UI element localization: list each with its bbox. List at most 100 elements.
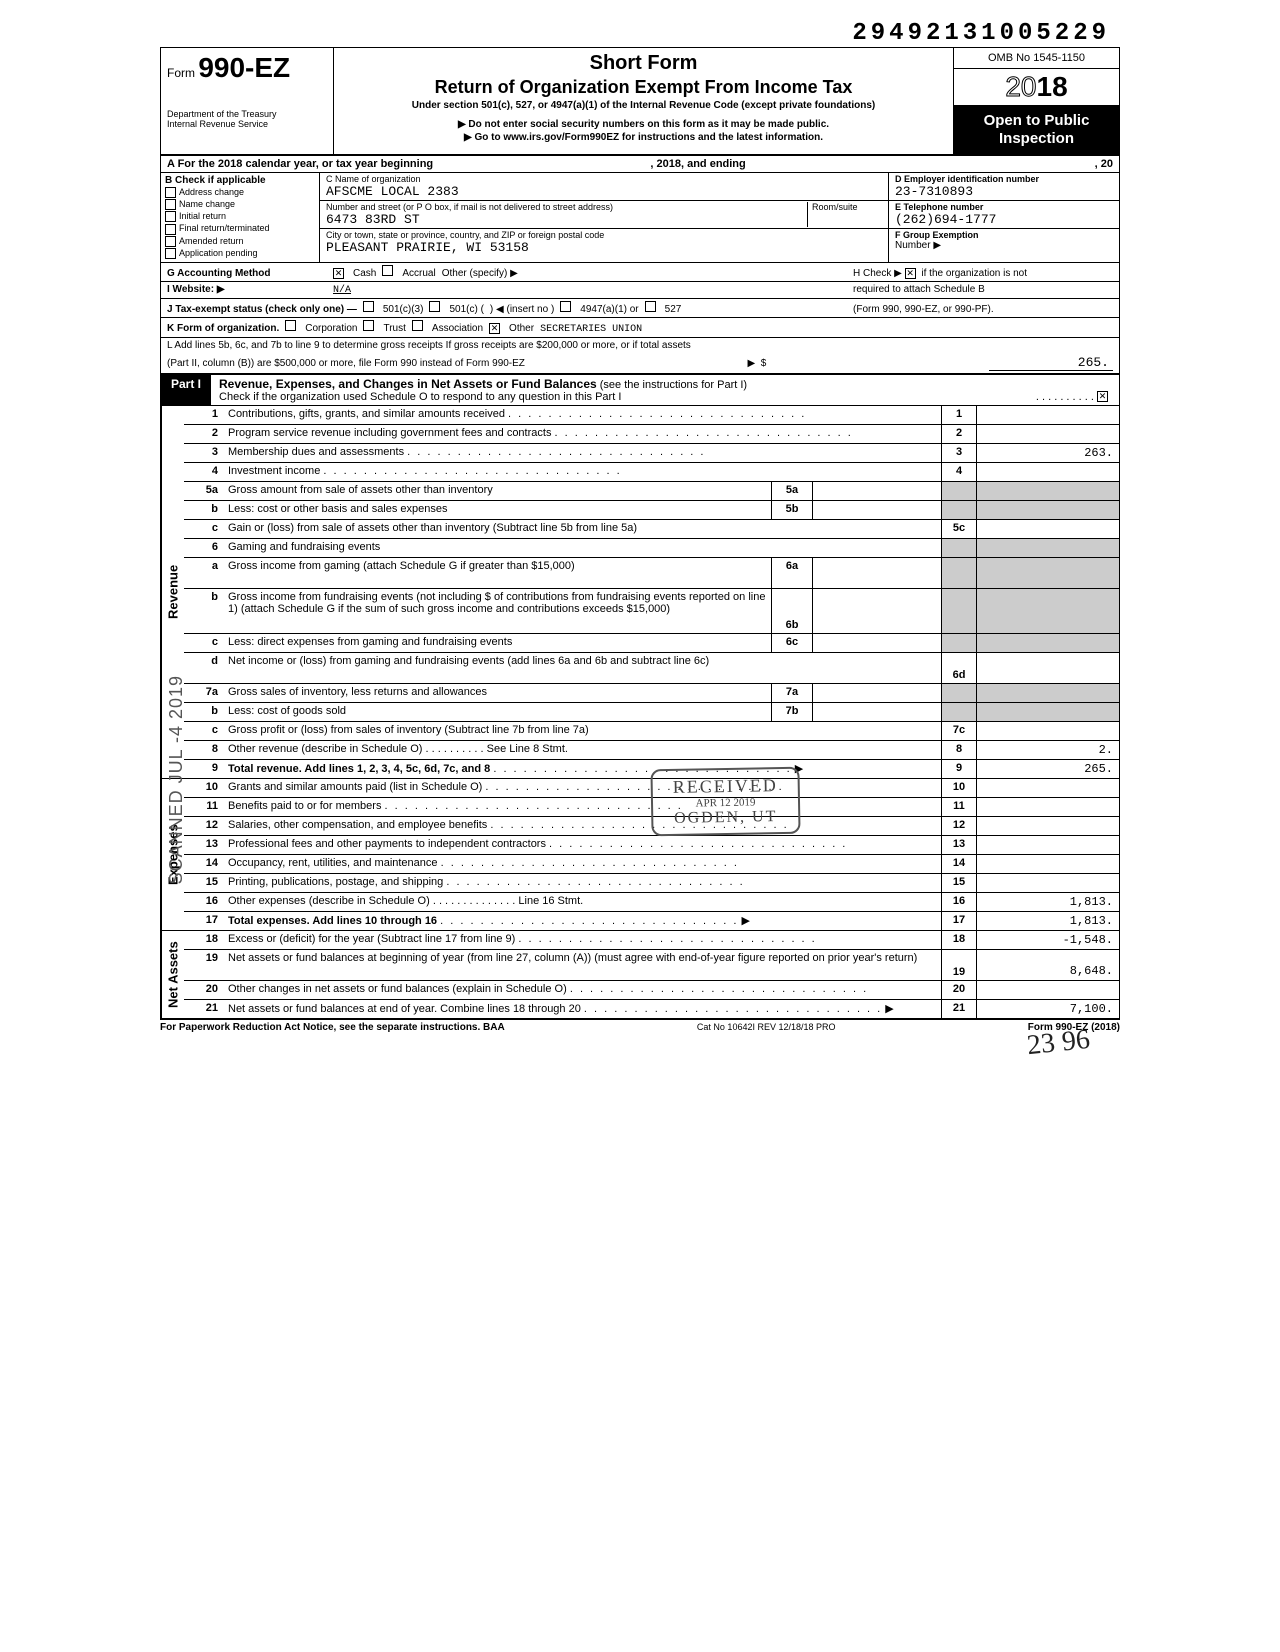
chk-part-i-sched-o[interactable] xyxy=(1097,391,1108,402)
chk-k3[interactable] xyxy=(412,320,423,331)
amt-11 xyxy=(976,798,1119,816)
open-public-2: Inspection xyxy=(956,130,1117,148)
chk-k4[interactable] xyxy=(489,323,500,334)
opt-address: Address change xyxy=(179,187,244,197)
num-6c: c xyxy=(184,634,224,652)
chk-accrual[interactable] xyxy=(382,265,393,276)
rnum-7c: 7c xyxy=(941,722,976,740)
num-12: 12 xyxy=(184,817,224,835)
chk-k1[interactable] xyxy=(285,320,296,331)
opt-name: Name change xyxy=(179,199,235,209)
num-5c: c xyxy=(184,520,224,538)
mid-6a: 6a xyxy=(771,558,812,588)
instruction-2: ▶ Go to www.irs.gov/Form990EZ for instru… xyxy=(340,132,947,143)
rnum-20: 20 xyxy=(941,981,976,999)
desc-6: Gaming and fundraising events xyxy=(228,541,380,553)
num-8: 8 xyxy=(184,741,224,759)
b-label: B Check if applicable xyxy=(165,175,315,186)
num-10: 10 xyxy=(184,779,224,797)
opt-amended: Amended return xyxy=(179,236,244,246)
rnum-1: 1 xyxy=(941,406,976,424)
num-6b: b xyxy=(184,589,224,633)
part-i-tag: Part I xyxy=(161,375,211,405)
rnum-18: 18 xyxy=(941,931,976,949)
c-city: PLEASANT PRAIRIE, WI 53158 xyxy=(326,240,529,255)
chk-initial[interactable] xyxy=(165,211,176,222)
footer-left: For Paperwork Reduction Act Notice, see … xyxy=(160,1022,505,1033)
desc-21: Net assets or fund balances at end of ye… xyxy=(228,1003,581,1015)
amt-5c xyxy=(976,520,1119,538)
desc-10: Grants and similar amounts paid (list in… xyxy=(228,781,482,793)
e-val: (262)694-1777 xyxy=(895,212,996,227)
chk-pending[interactable] xyxy=(165,248,176,259)
num-3: 3 xyxy=(184,444,224,462)
c-name-lbl: C Name of organization xyxy=(326,174,882,184)
desc-7c: Gross profit or (loss) from sales of inv… xyxy=(228,724,589,736)
chk-address[interactable] xyxy=(165,187,176,198)
amt-6d xyxy=(976,653,1119,683)
desc-12: Salaries, other compensation, and employ… xyxy=(228,819,487,831)
num-18: 18 xyxy=(184,931,224,949)
g-accrual: Accrual xyxy=(402,268,435,279)
amt-15 xyxy=(976,874,1119,892)
short-form-title: Short Form xyxy=(340,52,947,75)
chk-final[interactable] xyxy=(165,224,176,235)
amt-8: 2. xyxy=(976,741,1119,759)
l-amt: 265. xyxy=(989,355,1113,371)
mid-7a: 7a xyxy=(771,684,812,702)
rnum-5c: 5c xyxy=(941,520,976,538)
chk-h[interactable] xyxy=(905,268,916,279)
mid-7b: 7b xyxy=(771,703,812,721)
chk-j3[interactable] xyxy=(560,301,571,312)
c-name: AFSCME LOCAL 2383 xyxy=(326,184,459,199)
chk-name[interactable] xyxy=(165,199,176,210)
desc-1: Contributions, gifts, grants, and simila… xyxy=(228,408,505,420)
g-lbl: G Accounting Method xyxy=(167,268,327,279)
num-5a: 5a xyxy=(184,482,224,500)
header-row: Form 990-EZ Department of the Treasury I… xyxy=(160,47,1120,156)
rnum-2: 2 xyxy=(941,425,976,443)
chk-k2[interactable] xyxy=(363,320,374,331)
rnum-4: 4 xyxy=(941,463,976,481)
mid-5b: 5b xyxy=(771,501,812,519)
amt-20 xyxy=(976,981,1119,999)
k-d: Other xyxy=(509,323,534,334)
footer-mid: Cat No 10642I REV 12/18/18 PRO xyxy=(505,1022,1028,1033)
desc-18: Excess or (deficit) for the year (Subtra… xyxy=(228,933,515,945)
e-lbl: E Telephone number xyxy=(895,202,1113,212)
desc-3: Membership dues and assessments xyxy=(228,446,404,458)
form-prefix: Form xyxy=(167,66,195,80)
d-val: 23-7310893 xyxy=(895,184,973,199)
j-d: 4947(a)(1) or xyxy=(580,304,638,315)
desc-15: Printing, publications, postage, and shi… xyxy=(228,876,443,888)
c-street: 6473 83RD ST xyxy=(326,212,420,227)
num-11: 11 xyxy=(184,798,224,816)
num-17: 17 xyxy=(184,912,224,930)
chk-j1[interactable] xyxy=(363,301,374,312)
desc-20: Other changes in net assets or fund bala… xyxy=(228,983,567,995)
desc-6c: Less: direct expenses from gaming and fu… xyxy=(228,636,512,648)
num-14: 14 xyxy=(184,855,224,873)
h-l1: H Check ▶ xyxy=(853,268,902,279)
handwritten-note: 23 96 xyxy=(1026,1024,1092,1062)
num-6: 6 xyxy=(184,539,224,557)
l-l2: (Part II, column (B)) are $500,000 or mo… xyxy=(167,358,525,369)
k-val: SECRETARIES UNION xyxy=(540,324,642,335)
chk-amended[interactable] xyxy=(165,236,176,247)
amt-18: -1,548. xyxy=(976,931,1119,949)
desc-6d: Net income or (loss) from gaming and fun… xyxy=(228,655,709,667)
amt-17: 1,813. xyxy=(976,912,1119,930)
vlabel-netassets: Net Assets xyxy=(161,931,184,1018)
desc-5c: Gain or (loss) from sale of assets other… xyxy=(228,522,637,534)
chk-cash[interactable] xyxy=(333,268,344,279)
i-val: N/A xyxy=(333,285,351,296)
k-c: Association xyxy=(432,323,483,334)
chk-j4[interactable] xyxy=(645,301,656,312)
f-lbl2: Number ▶ xyxy=(895,240,941,251)
row-a-left: A For the 2018 calendar year, or tax yea… xyxy=(167,158,433,170)
num-4: 4 xyxy=(184,463,224,481)
desc-6b: Gross income from fundraising events (no… xyxy=(228,591,765,615)
mid-6b: 6b xyxy=(771,589,812,633)
chk-j2[interactable] xyxy=(429,301,440,312)
c-room-lbl: Room/suite xyxy=(812,202,882,212)
